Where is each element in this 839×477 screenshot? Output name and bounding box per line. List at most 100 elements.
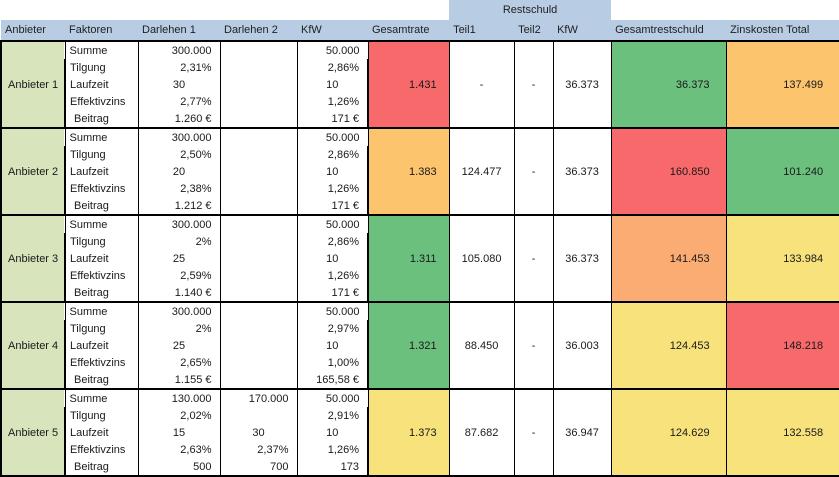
- col-header-teil2[interactable]: Teil2: [514, 20, 554, 41]
- factor-label[interactable]: Laufzeit: [64, 250, 139, 267]
- darlehen1-value[interactable]: 2,50%: [137, 146, 221, 163]
- factor-label[interactable]: Beitrag: [64, 197, 139, 215]
- darlehen1-value[interactable]: 15: [137, 424, 221, 441]
- kfw-value[interactable]: 10: [296, 163, 369, 180]
- gesamtrate-cell[interactable]: 1.321: [367, 301, 450, 389]
- darlehen1-value[interactable]: 130.000: [137, 388, 221, 407]
- darlehen2-value[interactable]: [219, 93, 298, 110]
- teil2-cell[interactable]: -: [513, 388, 554, 476]
- kfw-value[interactable]: 2,86%: [296, 233, 369, 250]
- darlehen1-value[interactable]: 2,02%: [137, 407, 221, 424]
- darlehen1-value[interactable]: 2,77%: [137, 93, 221, 110]
- kfw-value[interactable]: 1,26%: [296, 267, 369, 284]
- kfw-value[interactable]: 1,26%: [296, 441, 369, 458]
- zinskosten-total-cell[interactable]: 133.984: [725, 214, 839, 302]
- darlehen2-value[interactable]: [219, 127, 298, 146]
- darlehen2-value[interactable]: [219, 354, 298, 371]
- darlehen2-value[interactable]: [219, 337, 298, 354]
- darlehen2-value[interactable]: [219, 407, 298, 424]
- provider-name-cell[interactable]: Anbieter 2: [0, 127, 66, 215]
- darlehen2-value[interactable]: [219, 180, 298, 197]
- factor-label[interactable]: Tilgung: [64, 233, 139, 250]
- teil1-cell[interactable]: -: [448, 40, 515, 128]
- teil1-cell[interactable]: 87.682: [448, 388, 515, 476]
- darlehen1-value[interactable]: 2,38%: [137, 180, 221, 197]
- teil2-cell[interactable]: -: [513, 214, 554, 302]
- darlehen1-value[interactable]: 300.000: [137, 214, 221, 233]
- darlehen1-value[interactable]: 1.260 €: [137, 110, 221, 128]
- darlehen2-value[interactable]: [219, 320, 298, 337]
- darlehen1-value[interactable]: 25: [137, 250, 221, 267]
- factor-label[interactable]: Tilgung: [64, 320, 139, 337]
- factor-label[interactable]: Effektivzins: [64, 267, 139, 284]
- col-header-anbieter[interactable]: Anbieter: [1, 20, 65, 41]
- teil2-cell[interactable]: -: [513, 301, 554, 389]
- factor-label[interactable]: Effektivzins: [64, 441, 139, 458]
- darlehen2-value[interactable]: [219, 40, 298, 59]
- kfw-value[interactable]: 50.000: [296, 127, 369, 146]
- darlehen1-value[interactable]: 2,65%: [137, 354, 221, 371]
- kfw-value[interactable]: 10: [296, 424, 369, 441]
- kfw-value[interactable]: 50.000: [296, 301, 369, 320]
- darlehen2-value[interactable]: [219, 250, 298, 267]
- factor-label[interactable]: Beitrag: [64, 110, 139, 128]
- darlehen2-value[interactable]: [219, 76, 298, 93]
- factor-label[interactable]: Laufzeit: [64, 163, 139, 180]
- darlehen2-value[interactable]: [219, 163, 298, 180]
- darlehen2-value[interactable]: 2,37%: [219, 441, 298, 458]
- darlehen2-value[interactable]: [219, 267, 298, 284]
- gesamtrestschuld-cell[interactable]: 160.850: [610, 127, 727, 215]
- darlehen1-value[interactable]: 2%: [137, 233, 221, 250]
- gesamtrestschuld-cell[interactable]: 36.373: [610, 40, 727, 128]
- factor-label[interactable]: Effektivzins: [64, 93, 139, 110]
- factor-label[interactable]: Laufzeit: [64, 337, 139, 354]
- darlehen1-value[interactable]: 1.155 €: [137, 371, 221, 389]
- col-header-kfw[interactable]: KfW: [297, 20, 368, 41]
- darlehen2-value[interactable]: 170.000: [219, 388, 298, 407]
- provider-name-cell[interactable]: Anbieter 5: [0, 388, 66, 476]
- zinskosten-total-cell[interactable]: 137.499: [725, 40, 839, 128]
- factor-label[interactable]: Effektivzins: [64, 180, 139, 197]
- kfw-value[interactable]: 1,26%: [296, 180, 369, 197]
- darlehen1-value[interactable]: 2%: [137, 320, 221, 337]
- gesamtrestschuld-cell[interactable]: 124.629: [610, 388, 727, 476]
- gesamtrate-cell[interactable]: 1.383: [367, 127, 450, 215]
- factor-label[interactable]: Laufzeit: [64, 424, 139, 441]
- darlehen2-value[interactable]: [219, 301, 298, 320]
- kfw-restschuld-cell[interactable]: 36.373: [552, 40, 612, 128]
- darlehen2-value[interactable]: 30: [219, 424, 298, 441]
- kfw-value[interactable]: 1,00%: [296, 354, 369, 371]
- factor-label[interactable]: Beitrag: [64, 371, 139, 389]
- darlehen2-value[interactable]: [219, 284, 298, 302]
- kfw-value[interactable]: 50.000: [296, 40, 369, 59]
- col-header-gesamtrestschuld[interactable]: Gesamtrestschuld: [611, 20, 727, 41]
- col-header-teil1[interactable]: Teil1: [449, 20, 515, 41]
- factor-label[interactable]: Summe: [64, 127, 139, 146]
- darlehen1-value[interactable]: 300.000: [137, 40, 221, 59]
- kfw-value[interactable]: 1,26%: [296, 93, 369, 110]
- zinskosten-total-cell[interactable]: 101.240: [725, 127, 839, 215]
- teil1-cell[interactable]: 88.450: [448, 301, 515, 389]
- darlehen1-value[interactable]: 1.140 €: [137, 284, 221, 302]
- kfw-value[interactable]: 171 €: [296, 284, 369, 302]
- kfw-value[interactable]: 10: [296, 250, 369, 267]
- kfw-value[interactable]: 2,97%: [296, 320, 369, 337]
- gesamtrestschuld-cell[interactable]: 141.453: [610, 214, 727, 302]
- provider-name-cell[interactable]: Anbieter 4: [0, 301, 66, 389]
- darlehen1-value[interactable]: 25: [137, 337, 221, 354]
- teil2-cell[interactable]: -: [513, 127, 554, 215]
- darlehen1-value[interactable]: 2,31%: [137, 59, 221, 76]
- darlehen1-value[interactable]: 30: [137, 76, 221, 93]
- darlehen1-value[interactable]: 500: [137, 458, 221, 476]
- factor-label[interactable]: Summe: [64, 214, 139, 233]
- factor-label[interactable]: Laufzeit: [64, 76, 139, 93]
- teil2-cell[interactable]: -: [513, 40, 554, 128]
- darlehen2-value[interactable]: [219, 110, 298, 128]
- kfw-value[interactable]: 171 €: [296, 197, 369, 215]
- col-header-gesamtrate[interactable]: Gesamtrate: [368, 20, 450, 41]
- kfw-restschuld-cell[interactable]: 36.003: [552, 301, 612, 389]
- provider-name-cell[interactable]: Anbieter 1: [0, 40, 66, 128]
- teil1-cell[interactable]: 124.477: [448, 127, 515, 215]
- gesamtrate-cell[interactable]: 1.373: [367, 388, 450, 476]
- kfw-value[interactable]: 50.000: [296, 388, 369, 407]
